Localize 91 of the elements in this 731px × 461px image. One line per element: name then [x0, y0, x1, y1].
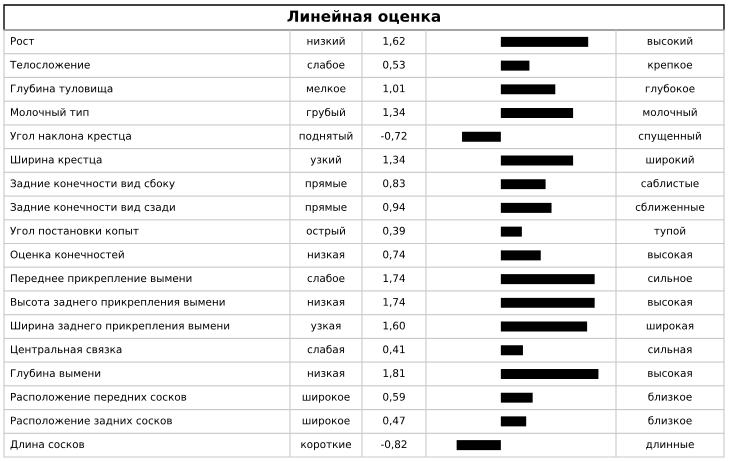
data-label: 0,83 — [383, 179, 405, 188]
y-tick-label: Длина сосков — [10, 440, 84, 450]
bar — [500, 322, 588, 332]
text: высокая — [648, 371, 692, 377]
data-label: 1,01 — [384, 84, 405, 94]
data-label: 1,81 — [384, 369, 405, 378]
text: узкий — [310, 155, 341, 166]
y-tick-label: Глубина вымени — [11, 368, 100, 380]
data-label: 0,74 — [383, 250, 406, 260]
text: низкая — [308, 252, 344, 258]
data-label: 0,39 — [383, 226, 405, 236]
y-tick-label: Угол наклона крестца — [10, 132, 131, 142]
data-label: 0,53 — [383, 60, 405, 70]
data-label: 0,41 — [383, 345, 405, 354]
bar — [500, 250, 541, 260]
y-tick-label: Высота заднего прикрепления вымени — [11, 298, 225, 308]
text: сильная — [648, 347, 692, 354]
y-tick-label: Расположение передних сосков — [11, 392, 186, 403]
y-tick-label: Задние конечности вид сзади — [10, 203, 175, 212]
text: слабое — [308, 60, 344, 69]
y-tick-label: Центральная связка — [11, 346, 122, 356]
text: мелкое — [306, 86, 346, 92]
text: поднятый — [300, 132, 352, 142]
text: прямые — [306, 181, 347, 190]
text: грубый — [307, 108, 345, 118]
text: слабая — [308, 345, 344, 354]
y-tick-label: Оценка конечностей — [10, 250, 124, 260]
y-tick-label: Рост — [11, 37, 34, 45]
text: высокая — [648, 252, 692, 258]
text: тупой — [654, 226, 686, 237]
text: спущенный — [638, 132, 701, 142]
text: узкая — [310, 324, 340, 332]
text: слабое — [308, 274, 344, 282]
bar — [500, 298, 595, 308]
text: высокая — [648, 300, 692, 306]
text: сближенные — [636, 202, 704, 211]
text: низкая — [308, 371, 344, 377]
bar — [500, 108, 574, 118]
data-label: 0,47 — [383, 416, 405, 426]
text: низкий — [307, 36, 345, 45]
text: близкое — [648, 416, 692, 424]
data-label: 1,74 — [384, 298, 406, 307]
bar — [500, 274, 595, 284]
data-label: 0,59 — [383, 392, 405, 402]
bar — [500, 416, 526, 426]
text: крепкое — [648, 62, 692, 71]
text: длинные — [646, 442, 694, 450]
bar — [500, 179, 546, 190]
text: короткие — [301, 442, 352, 450]
text: сильное — [648, 276, 692, 282]
y-tick-label: Задние конечности вид сбоку — [10, 179, 175, 190]
bar — [456, 440, 501, 450]
y-tick-label: Угол постановки копыт — [10, 226, 139, 235]
data-label: 1,60 — [384, 322, 405, 331]
y-tick-label: Переднее прикрепление вымени — [11, 274, 192, 284]
y-tick-label: Телосложение — [10, 60, 90, 69]
text: молочный — [643, 108, 697, 116]
bar — [500, 155, 574, 166]
y-tick-label: Глубина туловища — [11, 84, 112, 94]
text: острый — [306, 226, 345, 237]
bar — [500, 226, 522, 237]
y-tick-label: Молочный тип — [11, 108, 88, 116]
data-label: 1,62 — [384, 37, 405, 46]
data-label: 1,34 — [384, 108, 406, 118]
y-tick-label: Ширина заднего прикрепления вымени — [11, 322, 230, 332]
chart-title: Линейная оценка — [287, 10, 440, 24]
bar — [500, 36, 588, 47]
text: широкий — [646, 155, 694, 166]
text: саблистые — [641, 178, 699, 188]
y-tick-label: Расположение задних сосков — [11, 416, 172, 426]
text: высокий — [648, 36, 692, 45]
text: глубокое — [646, 84, 695, 94]
text: широкая — [646, 324, 694, 332]
bar — [462, 132, 501, 142]
bar — [500, 84, 556, 94]
bar — [500, 202, 552, 213]
data-label: 0,94 — [383, 203, 406, 212]
text: близкое — [648, 392, 692, 401]
text: прямые — [306, 204, 347, 213]
data-label: 1,34 — [384, 156, 406, 165]
text: низкая — [308, 300, 344, 306]
bar — [500, 392, 533, 403]
data-label: -0,72 — [381, 132, 406, 141]
data-label: 1,74 — [384, 274, 406, 284]
text: широкое — [302, 394, 350, 403]
bar — [500, 368, 598, 379]
bar — [500, 345, 523, 356]
data-label: -0,82 — [381, 440, 406, 450]
y-tick-label: Ширина крестца — [11, 156, 102, 166]
text: широкое — [302, 418, 350, 426]
bar — [500, 60, 530, 71]
